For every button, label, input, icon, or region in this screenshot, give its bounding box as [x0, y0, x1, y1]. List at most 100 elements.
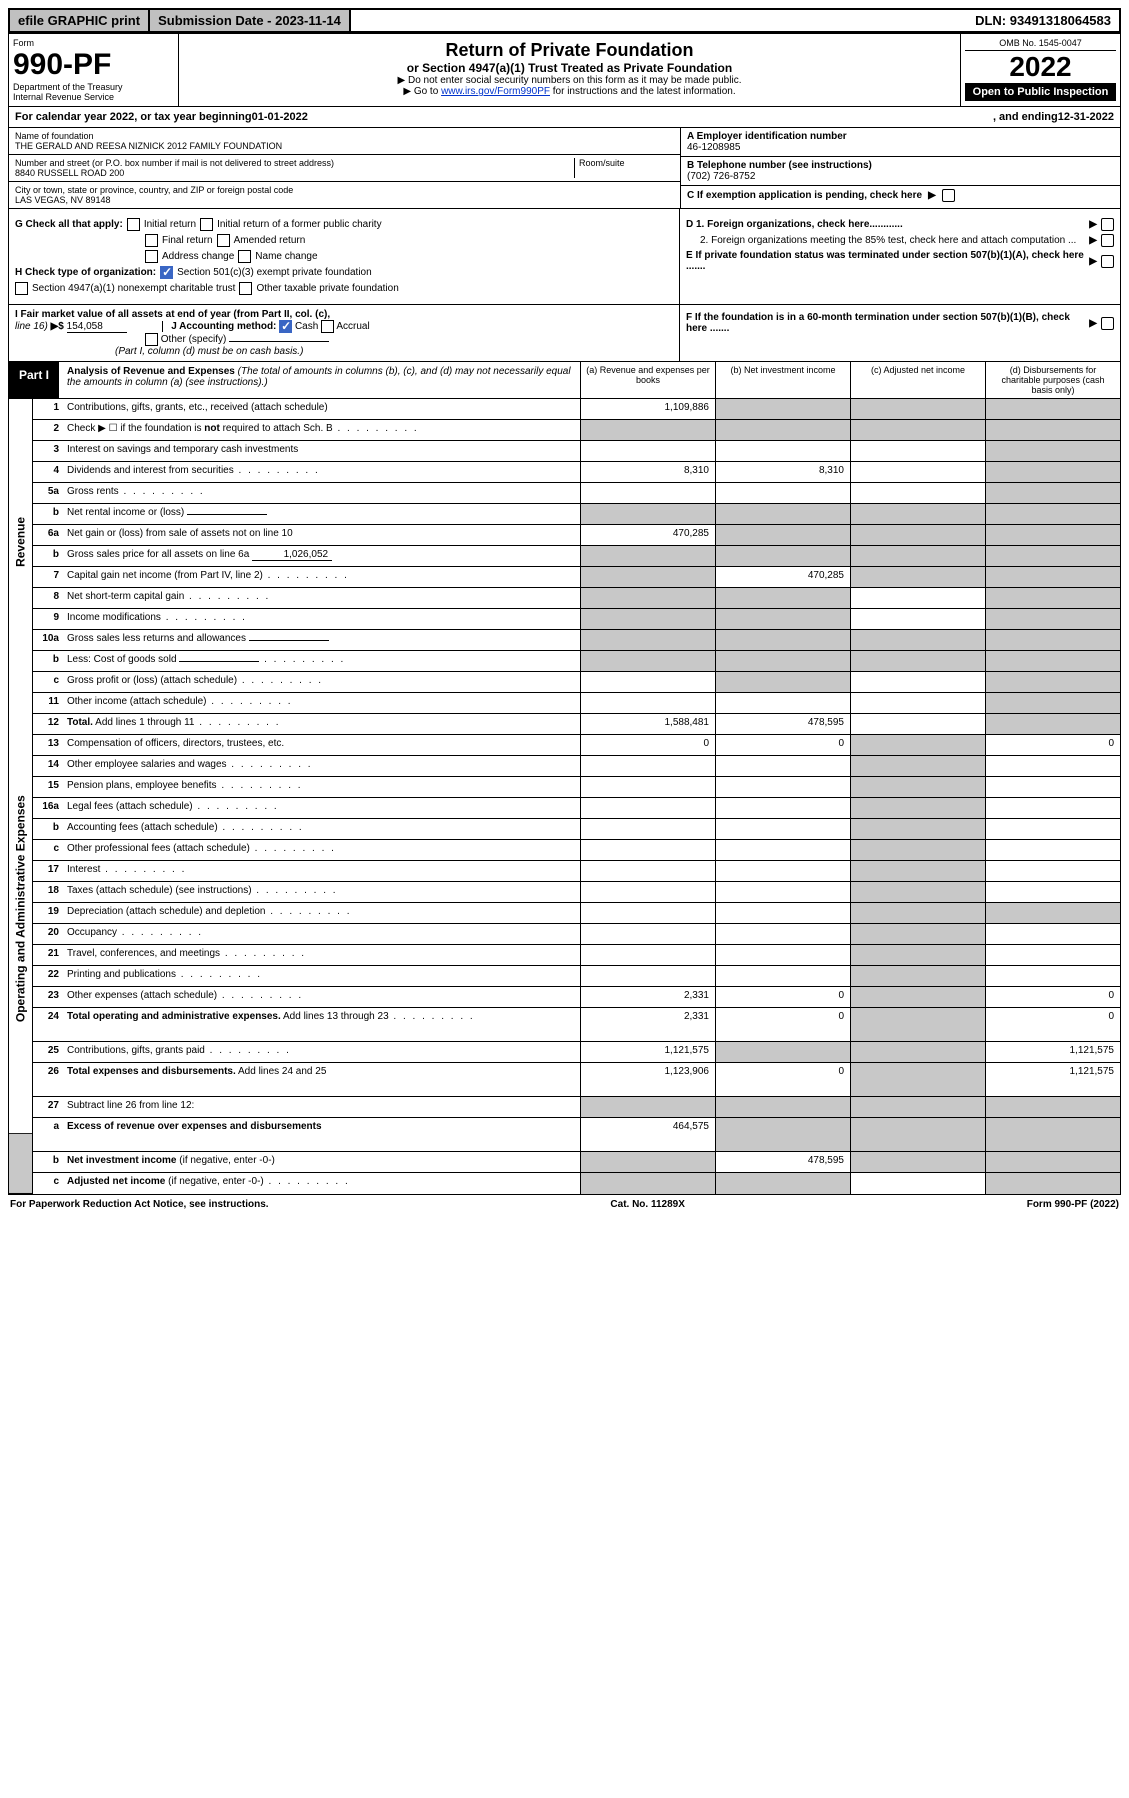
cell-c — [850, 903, 985, 923]
cell-d — [985, 1118, 1120, 1151]
cell-d — [985, 798, 1120, 818]
hdr-mid: Return of Private Foundation or Section … — [179, 34, 960, 106]
cell-b — [715, 1042, 850, 1062]
g-final-checkbox[interactable] — [145, 234, 158, 247]
form-word: Form — [13, 38, 174, 48]
h-4947-checkbox[interactable] — [15, 282, 28, 295]
cell-b — [715, 693, 850, 713]
f-label: F If the foundation is in a 60-month ter… — [686, 312, 1085, 334]
c-checkbox[interactable] — [942, 189, 955, 202]
line-number: b — [33, 651, 63, 671]
ij-block: I Fair market value of all assets at end… — [8, 305, 1121, 362]
line-number: 1 — [33, 399, 63, 419]
cell-b — [715, 903, 850, 923]
cell-a — [580, 420, 715, 440]
line-description: Other professional fees (attach schedule… — [63, 840, 580, 860]
table-row: 10aGross sales less returns and allowanc… — [33, 630, 1120, 651]
cell-b — [715, 441, 850, 461]
table-row: cOther professional fees (attach schedul… — [33, 840, 1120, 861]
line-description: Other expenses (attach schedule) — [63, 987, 580, 1007]
h-other-checkbox[interactable] — [239, 282, 252, 295]
cell-b: 0 — [715, 735, 850, 755]
line-number: c — [33, 840, 63, 860]
cell-b — [715, 945, 850, 965]
line-description: Total expenses and disbursements. Add li… — [63, 1063, 580, 1096]
line-description: Net gain or (loss) from sale of assets n… — [63, 525, 580, 545]
line-description: Capital gain net income (from Part IV, l… — [63, 567, 580, 587]
cell-b: 478,595 — [715, 1152, 850, 1172]
cell-b — [715, 756, 850, 776]
cell-d — [985, 651, 1120, 671]
cell-a — [580, 672, 715, 692]
cell-b — [715, 1118, 850, 1151]
city-label: City or town, state or province, country… — [15, 185, 674, 195]
table-row: 25Contributions, gifts, grants paid1,121… — [33, 1042, 1120, 1063]
line-description: Net short-term capital gain — [63, 588, 580, 608]
expenses-rail: Operating and Administrative Expenses — [9, 685, 32, 1134]
irs-link[interactable]: www.irs.gov/Form990PF — [441, 86, 550, 97]
cell-b — [715, 651, 850, 671]
j-cash-checkbox[interactable] — [279, 320, 292, 333]
g-label: G Check all that apply: — [15, 219, 123, 230]
h-501c3-checkbox[interactable] — [160, 266, 173, 279]
cell-a — [580, 945, 715, 965]
col-c-header: (c) Adjusted net income — [851, 362, 986, 398]
cell-d — [985, 1152, 1120, 1172]
cell-d — [985, 777, 1120, 797]
g-initial-checkbox[interactable] — [127, 218, 140, 231]
line-number: 20 — [33, 924, 63, 944]
cell-a — [580, 1097, 715, 1117]
line-description: Total operating and administrative expen… — [63, 1008, 580, 1041]
e-checkbox[interactable] — [1101, 255, 1114, 268]
cell-a: 2,331 — [580, 1008, 715, 1041]
line-number: 23 — [33, 987, 63, 1007]
table-row: 20Occupancy — [33, 924, 1120, 945]
omb-number: OMB No. 1545-0047 — [965, 38, 1116, 51]
g-address-checkbox[interactable] — [145, 250, 158, 263]
j-accrual-checkbox[interactable] — [321, 320, 334, 333]
d2-checkbox[interactable] — [1101, 234, 1114, 247]
table-row: 3Interest on savings and temporary cash … — [33, 441, 1120, 462]
cell-a — [580, 882, 715, 902]
addr-label: Number and street (or P.O. box number if… — [15, 158, 574, 168]
fmv-value: 154,058 — [67, 321, 127, 333]
form-number: 990-PF — [13, 48, 174, 82]
table-row: 8Net short-term capital gain — [33, 588, 1120, 609]
line-description: Taxes (attach schedule) (see instruction… — [63, 882, 580, 902]
cell-a — [580, 504, 715, 524]
g-initial-public-checkbox[interactable] — [200, 218, 213, 231]
note-ssn: ▶ Do not enter social security numbers o… — [185, 75, 954, 86]
table-row: 14Other employee salaries and wages — [33, 756, 1120, 777]
j-other-checkbox[interactable] — [145, 333, 158, 346]
g-name-checkbox[interactable] — [238, 250, 251, 263]
line-number: b — [33, 819, 63, 839]
line-number: 19 — [33, 903, 63, 923]
g-amended-checkbox[interactable] — [217, 234, 230, 247]
table-row: 26Total expenses and disbursements. Add … — [33, 1063, 1120, 1097]
room-suite-label: Room/suite — [574, 158, 674, 178]
table-row: 27Subtract line 26 from line 12: — [33, 1097, 1120, 1118]
cell-c — [850, 693, 985, 713]
line-number: 21 — [33, 945, 63, 965]
cell-c — [850, 882, 985, 902]
footer-left: For Paperwork Reduction Act Notice, see … — [10, 1199, 269, 1210]
line-number: 2 — [33, 420, 63, 440]
cell-b — [715, 672, 850, 692]
cell-d: 0 — [985, 735, 1120, 755]
cell-c — [850, 1173, 985, 1194]
arrow-icon: ▶ — [928, 190, 936, 201]
cell-a — [580, 924, 715, 944]
d1-checkbox[interactable] — [1101, 218, 1114, 231]
tel-value: (702) 726-8752 — [687, 171, 1114, 182]
cell-b — [715, 819, 850, 839]
footer-mid: Cat. No. 11289X — [610, 1199, 684, 1210]
line-number: 14 — [33, 756, 63, 776]
note-link: ▶ Go to www.irs.gov/Form990PF for instru… — [185, 86, 954, 97]
line-description: Check ▶ ☐ if the foundation is not requi… — [63, 420, 580, 440]
cell-b — [715, 924, 850, 944]
f-checkbox[interactable] — [1101, 317, 1114, 330]
cell-a: 2,331 — [580, 987, 715, 1007]
line-number: 24 — [33, 1008, 63, 1041]
cell-d — [985, 399, 1120, 419]
cell-b — [715, 861, 850, 881]
